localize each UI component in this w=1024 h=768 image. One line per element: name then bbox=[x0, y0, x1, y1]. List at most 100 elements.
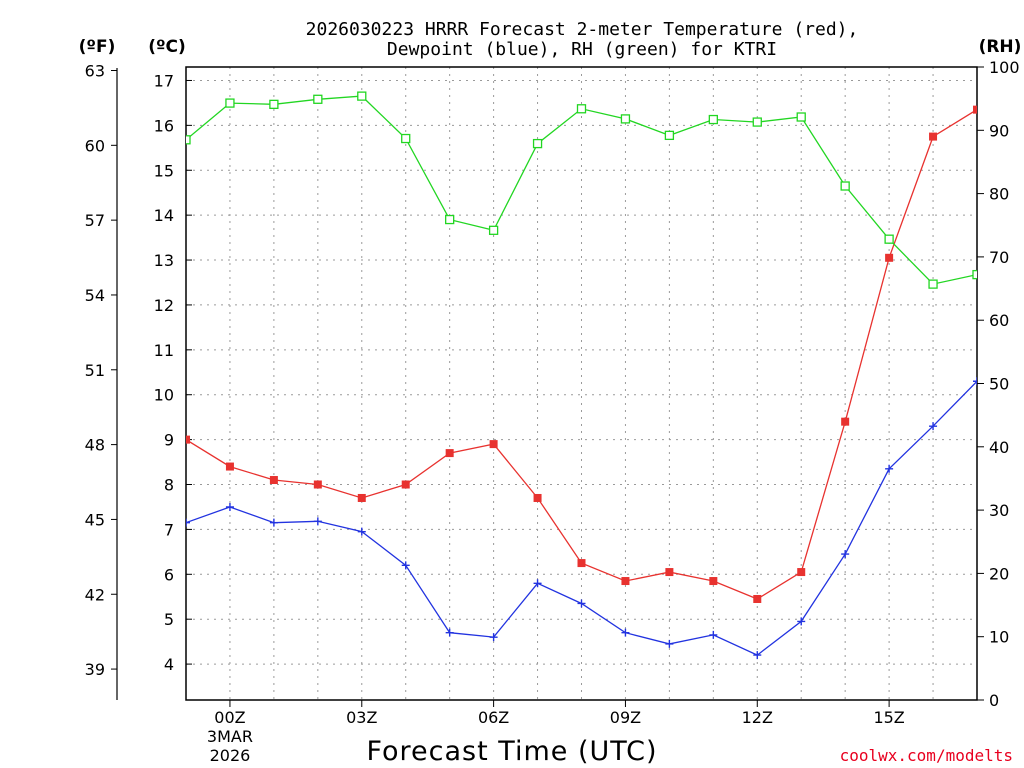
rh-tick-label: 40 bbox=[989, 438, 1009, 457]
rh-point bbox=[401, 133, 411, 144]
fahrenheit-tick-label: 48 bbox=[85, 436, 105, 455]
2-meter-temperature-point bbox=[489, 440, 498, 449]
rh-tick-label: 0 bbox=[989, 691, 999, 710]
time-tick-label: 09Z bbox=[610, 708, 641, 727]
rh-point bbox=[928, 279, 938, 289]
fahrenheit-tick-label: 45 bbox=[85, 510, 105, 529]
fahrenheit-tick-label: 57 bbox=[85, 211, 105, 230]
dewpoint-point bbox=[709, 630, 718, 639]
celsius-tick-label: 14 bbox=[154, 206, 174, 225]
time-tick-label: 03Z bbox=[346, 708, 377, 727]
year-tick-label: 2026 bbox=[210, 746, 251, 765]
dewpoint-point bbox=[665, 639, 674, 648]
celsius-tick-label: 12 bbox=[154, 296, 174, 315]
2-meter-temperature-point bbox=[973, 105, 977, 114]
dewpoint-point bbox=[489, 633, 498, 642]
time-tick-label: 12Z bbox=[742, 708, 773, 727]
fahrenheit-axis: 39 42 45 48 51 54 57 60 63 bbox=[85, 61, 117, 679]
2-meter-temperature-point bbox=[401, 480, 410, 489]
2-meter-temperature-point bbox=[225, 462, 234, 471]
celsius-axis: 4 5 6 7 8 9 10 11 12 13 14 15 16 17 bbox=[154, 71, 192, 674]
dewpoint-point bbox=[269, 518, 278, 527]
rh-point bbox=[269, 99, 279, 109]
celsius-unit-label: (ºC) bbox=[148, 37, 186, 57]
celsius-tick-label: 7 bbox=[164, 520, 174, 539]
dewpoint-point bbox=[929, 422, 938, 431]
time-tick-label: 00Z bbox=[214, 708, 245, 727]
rh-point bbox=[225, 98, 235, 108]
chart-title-line-1: 2026030223 HRRR Forecast 2-meter Tempera… bbox=[306, 19, 859, 40]
dewpoint-point bbox=[577, 599, 586, 608]
rh-point bbox=[186, 135, 191, 145]
2-meter-temperature-point bbox=[841, 417, 850, 426]
rh-point bbox=[664, 130, 675, 141]
rh-tick-label: 60 bbox=[989, 311, 1009, 330]
dewpoint-point bbox=[753, 651, 762, 660]
rh-point bbox=[620, 114, 631, 124]
fahrenheit-tick-label: 63 bbox=[85, 61, 105, 80]
2-meter-temperature-point bbox=[186, 435, 190, 444]
rh-tick-label: 80 bbox=[989, 185, 1009, 204]
rh-tick-label: 20 bbox=[989, 564, 1009, 583]
fahrenheit-unit-label: (ºF) bbox=[79, 37, 116, 57]
rh-point bbox=[357, 91, 367, 101]
celsius-tick-label: 17 bbox=[154, 71, 174, 90]
rh-point bbox=[532, 138, 543, 149]
rh-tick-label: 100 bbox=[989, 58, 1020, 77]
chart-title-line-2: Dewpoint (blue), RH (green) for KTRI bbox=[387, 39, 777, 60]
dewpoint-point bbox=[885, 464, 894, 473]
x-axis-title: Forecast Time (UTC) bbox=[366, 736, 657, 767]
rh-point bbox=[488, 225, 499, 235]
fahrenheit-tick-label: 39 bbox=[85, 660, 105, 679]
celsius-tick-label: 10 bbox=[154, 386, 174, 405]
2-meter-temperature-point bbox=[533, 493, 542, 502]
dewpoint-series bbox=[186, 377, 977, 660]
rh-point bbox=[708, 114, 718, 125]
rh-tick-label: 30 bbox=[989, 501, 1009, 520]
celsius-tick-label: 11 bbox=[154, 341, 174, 360]
dewpoint-point bbox=[225, 502, 234, 511]
rh-point bbox=[313, 94, 323, 104]
series-layer bbox=[186, 91, 977, 660]
fahrenheit-tick-label: 54 bbox=[85, 286, 105, 305]
dewpoint-point bbox=[401, 561, 410, 570]
2-meter-temperature-point bbox=[797, 568, 806, 577]
rh-point bbox=[884, 234, 894, 244]
celsius-tick-label: 4 bbox=[164, 655, 174, 674]
rh-point bbox=[972, 269, 977, 280]
celsius-tick-label: 16 bbox=[154, 116, 174, 135]
2-meter-temperature-point bbox=[885, 253, 894, 262]
celsius-tick-label: 15 bbox=[154, 161, 174, 180]
2-meter-temperature-point bbox=[753, 594, 762, 603]
fahrenheit-tick-label: 51 bbox=[85, 361, 105, 380]
rh-tick-label: 10 bbox=[989, 628, 1009, 647]
dewpoint-point bbox=[973, 377, 977, 386]
grid-lines bbox=[186, 67, 977, 700]
rh-point bbox=[796, 112, 806, 122]
date-tick-label: 3MAR bbox=[207, 727, 253, 746]
2-meter-temperature-point bbox=[313, 480, 322, 489]
2-meter-temperature-point bbox=[709, 577, 718, 586]
fahrenheit-tick-label: 42 bbox=[85, 585, 105, 604]
time-tick-label: 06Z bbox=[478, 708, 509, 727]
rh-point bbox=[445, 214, 455, 225]
rh-series bbox=[186, 91, 977, 289]
2-meter-temperature-point bbox=[929, 132, 938, 141]
celsius-tick-label: 13 bbox=[154, 251, 174, 270]
rh-axis: 0 10 20 30 40 50 60 70 80 90 100 bbox=[977, 58, 1020, 710]
rh-tick-label: 70 bbox=[989, 248, 1009, 267]
rh-point bbox=[840, 181, 850, 191]
celsius-tick-label: 6 bbox=[164, 565, 174, 584]
fahrenheit-tick-label: 60 bbox=[85, 136, 105, 155]
2-meter-temperature-point bbox=[269, 476, 278, 485]
2-meter-temperature-point bbox=[577, 559, 586, 568]
rh-tick-label: 50 bbox=[989, 375, 1009, 394]
dewpoint-point bbox=[533, 579, 542, 588]
dewpoint-point bbox=[186, 518, 190, 527]
celsius-tick-label: 5 bbox=[164, 610, 174, 629]
2-meter-temperature-point bbox=[665, 568, 674, 577]
rh-tick-label: 90 bbox=[989, 121, 1009, 140]
rh-point bbox=[576, 104, 587, 114]
